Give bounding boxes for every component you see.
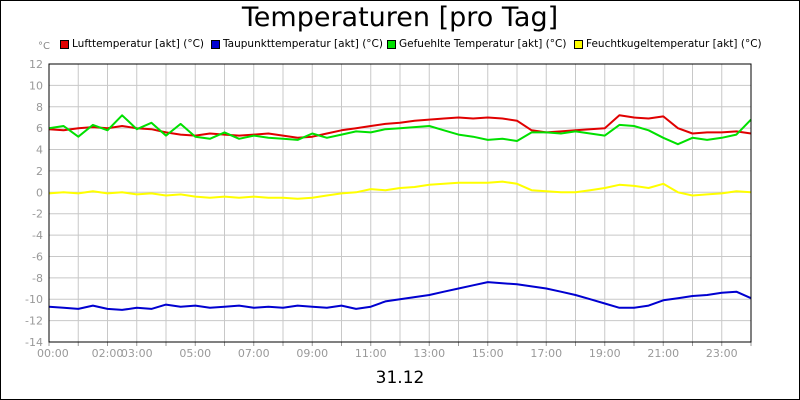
legend-swatch-gefuehlte-temperatur: [387, 39, 396, 49]
x-tick-label: 23:00: [706, 347, 738, 360]
x-tick-label: 13:00: [413, 347, 445, 360]
y-tick-label: 0: [36, 186, 43, 199]
x-tick-label: 03:00: [121, 347, 153, 360]
y-tick-label: 6: [36, 122, 43, 135]
y-unit-label: °C: [38, 41, 50, 52]
x-tick-label: 11:00: [355, 347, 387, 360]
legend-label-gefuehlte-temperatur: Gefuehlte Temperatur [akt] (°C): [399, 38, 567, 50]
date-label: 31.12: [375, 368, 425, 388]
x-tick-label: 05:00: [179, 347, 211, 360]
y-tick-label: 12: [29, 58, 43, 71]
series-line-2: [48, 114, 752, 146]
series-line-3: [48, 180, 752, 200]
x-tick-label: 15:00: [472, 347, 504, 360]
legend-item-lufttemperatur: Lufttemperatur [akt] (°C): [60, 38, 204, 50]
series-line-0: [48, 114, 752, 139]
legend-label-feuchtkugeltemperatur: Feuchtkugeltemperatur [akt] (°C): [586, 38, 762, 50]
legend-label-taupunkttemperatur: Taupunkttemperatur [akt] (°C): [223, 38, 383, 50]
y-tick-label: -2: [32, 208, 43, 221]
y-tick-label: -8: [32, 272, 43, 285]
x-tick-label: 09:00: [296, 347, 328, 360]
x-tick-label: 17:00: [530, 347, 562, 360]
x-tick-label: 07:00: [238, 347, 270, 360]
legend-item-taupunkttemperatur: Taupunkttemperatur [akt] (°C): [211, 38, 383, 50]
y-tick-label: 8: [36, 101, 43, 114]
legend-swatch-taupunkttemperatur: [211, 39, 220, 49]
y-tick-label: 2: [36, 165, 43, 178]
legend-swatch-feuchtkugeltemperatur: [574, 39, 583, 49]
x-tick-label: 00:00: [37, 347, 69, 360]
y-tick-label: -12: [25, 315, 43, 328]
y-tick-label: -6: [32, 250, 43, 263]
x-tick-label: 19:00: [589, 347, 621, 360]
y-tick-label: -14: [25, 336, 43, 349]
y-tick-label: 4: [36, 144, 43, 157]
legend-swatch-lufttemperatur: [60, 39, 69, 49]
legend: Lufttemperatur [akt] (°C) Taupunkttemper…: [0, 38, 800, 52]
y-tick-label: -4: [32, 229, 43, 242]
y-tick-label: -10: [25, 293, 43, 306]
legend-label-lufttemperatur: Lufttemperatur [akt] (°C): [72, 38, 204, 50]
legend-item-feuchtkugeltemperatur: Feuchtkugeltemperatur [akt] (°C): [574, 38, 762, 50]
series-line-1: [48, 281, 752, 311]
x-tick-label: 02:00: [92, 347, 124, 360]
legend-item-gefuehlte-temperatur: Gefuehlte Temperatur [akt] (°C): [387, 38, 566, 50]
chart-title: Temperaturen [pro Tag]: [241, 2, 559, 33]
plot-border: [48, 63, 752, 343]
y-tick-label: 10: [29, 79, 43, 92]
x-tick-label: 21:00: [647, 347, 679, 360]
